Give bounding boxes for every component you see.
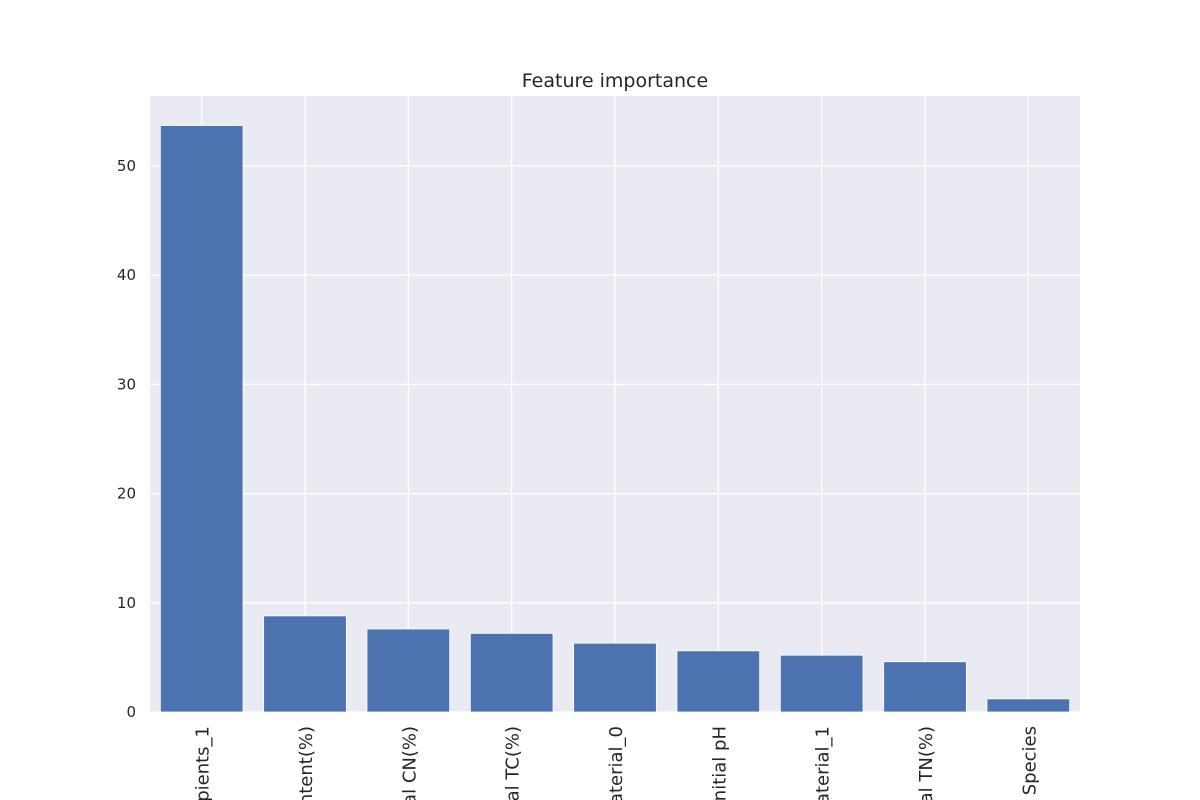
- x-tick-label: al CN(%): [399, 726, 420, 800]
- x-tick-label: Species: [1019, 726, 1040, 795]
- x-tick-label: al TC(%): [503, 726, 524, 800]
- bar: [263, 615, 347, 713]
- bar: [883, 661, 967, 713]
- x-tick-label: pients_1: [193, 726, 214, 800]
- y-tick-label: 10: [117, 594, 136, 612]
- y-axis-ticks: 0 10 20 30 40 50: [117, 157, 136, 721]
- bar: [573, 642, 657, 713]
- grid-lines: [150, 96, 1080, 713]
- bar: [366, 628, 451, 713]
- chart-title: Feature importance: [522, 70, 708, 92]
- bar: [779, 654, 864, 713]
- y-tick-label: 30: [117, 375, 136, 393]
- y-tick-label: 0: [126, 703, 136, 721]
- bar: [469, 632, 554, 713]
- bars: [159, 125, 1071, 713]
- bar: [676, 650, 761, 713]
- y-tick-label: 40: [117, 266, 136, 284]
- y-tick-label: 50: [117, 157, 136, 175]
- x-tick-label: al TN(%): [916, 726, 937, 800]
- bar: [986, 698, 1071, 713]
- bar: [159, 125, 244, 713]
- x-tick-label: nitial pH: [709, 726, 730, 800]
- x-tick-label: aterial_1: [813, 726, 834, 800]
- x-tick-label: ntent(%): [296, 726, 317, 800]
- y-tick-label: 20: [117, 485, 136, 503]
- x-tick-label: aterial_0: [606, 726, 627, 800]
- x-axis-ticks: pients_1 ntent(%) al CN(%) al TC(%) aterial_…: [193, 726, 1041, 800]
